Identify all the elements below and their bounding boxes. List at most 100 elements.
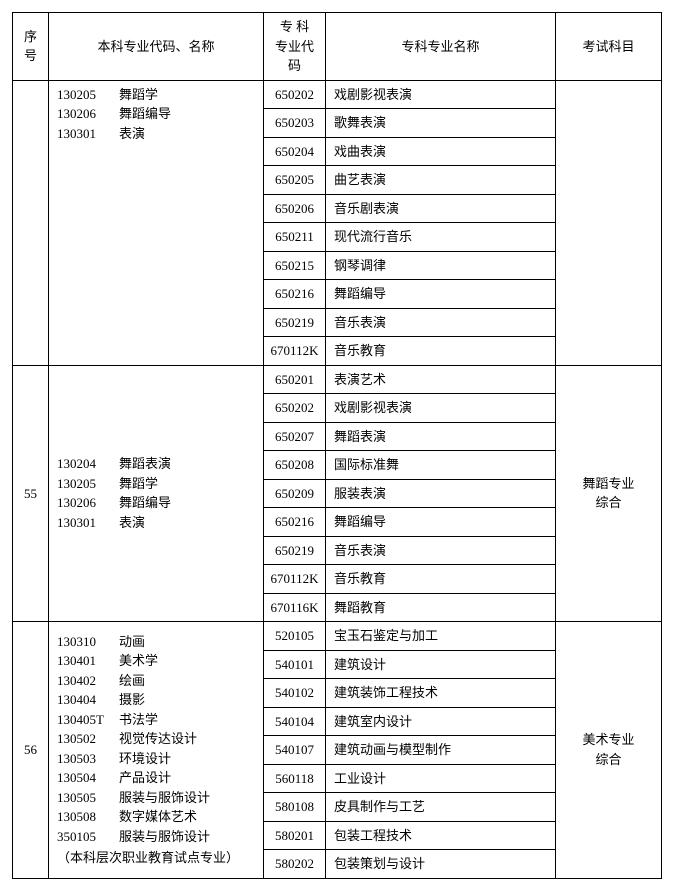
major-name: 舞蹈编导 (119, 495, 171, 510)
spec-code: 650219 (264, 308, 326, 337)
spec-name: 戏曲表演 (326, 137, 556, 166)
major-code: 130310 (57, 632, 119, 652)
spec-code: 540102 (264, 679, 326, 708)
major-code: 130301 (57, 513, 119, 533)
spec-code: 650206 (264, 194, 326, 223)
spec-code: 670112K (264, 337, 326, 366)
seq-cell: 56 (13, 622, 49, 879)
spec-code: 650201 (264, 365, 326, 394)
exam-cell (556, 80, 662, 365)
major-name: 舞蹈表演 (119, 456, 171, 471)
seq-cell: 55 (13, 365, 49, 622)
spec-name: 音乐表演 (326, 308, 556, 337)
spec-name: 建筑装饰工程技术 (326, 679, 556, 708)
major-name: 表演 (119, 515, 145, 530)
spec-code: 540101 (264, 650, 326, 679)
spec-name: 舞蹈编导 (326, 508, 556, 537)
seq-cell (13, 80, 49, 365)
major-name: 视觉传达设计 (119, 731, 197, 746)
exam-cell: 美术专业 综合 (556, 622, 662, 879)
major-name: 书法学 (119, 712, 158, 727)
spec-name: 建筑设计 (326, 650, 556, 679)
spec-code: 580201 (264, 821, 326, 850)
major-note: （本科层次职业教育试点专业） (57, 848, 257, 868)
major-name: 数字媒体艺术 (119, 809, 197, 824)
spec-name: 表演艺术 (326, 365, 556, 394)
table-row: 56130310动画130401美术学130402绘画130404摄影13040… (13, 622, 662, 651)
spec-code: 670116K (264, 593, 326, 622)
spec-name: 舞蹈教育 (326, 593, 556, 622)
spec-name: 建筑动画与模型制作 (326, 736, 556, 765)
spec-name: 包装工程技术 (326, 821, 556, 850)
spec-code: 650215 (264, 251, 326, 280)
major-cell: 130205舞蹈学130206舞蹈编导130301表演 (49, 80, 264, 365)
spec-code: 650203 (264, 109, 326, 138)
spec-code: 540107 (264, 736, 326, 765)
major-name: 绘画 (119, 673, 145, 688)
major-mapping-table: 序号 本科专业代码、名称 专 科 专业代码 专科专业名称 考试科目 130205… (12, 12, 662, 879)
major-name: 服装与服饰设计 (119, 829, 210, 844)
col-seq: 序号 (13, 13, 49, 81)
spec-code: 650211 (264, 223, 326, 252)
major-code: 130502 (57, 729, 119, 749)
major-name: 摄影 (119, 692, 145, 707)
col-spec-code: 专 科 专业代码 (264, 13, 326, 81)
major-code: 350105 (57, 827, 119, 847)
major-name: 服装与服饰设计 (119, 790, 210, 805)
spec-code: 580108 (264, 793, 326, 822)
table-row: 55130204舞蹈表演130205舞蹈学130206舞蹈编导130301表演6… (13, 365, 662, 394)
major-name: 表演 (119, 126, 145, 141)
spec-name: 现代流行音乐 (326, 223, 556, 252)
spec-name: 服装表演 (326, 479, 556, 508)
spec-name: 音乐教育 (326, 337, 556, 366)
spec-name: 皮具制作与工艺 (326, 793, 556, 822)
spec-code: 520105 (264, 622, 326, 651)
spec-name: 曲艺表演 (326, 166, 556, 195)
spec-name: 戏剧影视表演 (326, 394, 556, 423)
col-major: 本科专业代码、名称 (49, 13, 264, 81)
major-name: 舞蹈学 (119, 87, 158, 102)
spec-code: 650202 (264, 394, 326, 423)
col-exam: 考试科目 (556, 13, 662, 81)
major-code: 130301 (57, 124, 119, 144)
spec-code: 650216 (264, 280, 326, 309)
spec-code: 650207 (264, 422, 326, 451)
major-name: 美术学 (119, 653, 158, 668)
major-code: 130405T (57, 710, 119, 730)
spec-code: 650209 (264, 479, 326, 508)
spec-code: 650205 (264, 166, 326, 195)
major-code: 130402 (57, 671, 119, 691)
spec-name: 建筑室内设计 (326, 707, 556, 736)
table-row: 130205舞蹈学130206舞蹈编导130301表演650202戏剧影视表演 (13, 80, 662, 109)
spec-name: 工业设计 (326, 764, 556, 793)
major-name: 产品设计 (119, 770, 171, 785)
spec-name: 音乐表演 (326, 536, 556, 565)
spec-code: 650208 (264, 451, 326, 480)
spec-name: 歌舞表演 (326, 109, 556, 138)
major-code: 130503 (57, 749, 119, 769)
spec-name: 宝玉石鉴定与加工 (326, 622, 556, 651)
table-header-row: 序号 本科专业代码、名称 专 科 专业代码 专科专业名称 考试科目 (13, 13, 662, 81)
major-cell: 130310动画130401美术学130402绘画130404摄影130405T… (49, 622, 264, 879)
major-code: 130206 (57, 104, 119, 124)
exam-cell: 舞蹈专业 综合 (556, 365, 662, 622)
major-name: 舞蹈编导 (119, 106, 171, 121)
major-code: 130508 (57, 807, 119, 827)
spec-code: 650204 (264, 137, 326, 166)
major-code: 130204 (57, 454, 119, 474)
major-code: 130401 (57, 651, 119, 671)
spec-name: 舞蹈表演 (326, 422, 556, 451)
spec-code: 540104 (264, 707, 326, 736)
spec-code: 650202 (264, 80, 326, 109)
major-name: 动画 (119, 634, 145, 649)
major-code: 130205 (57, 85, 119, 105)
major-code: 130206 (57, 493, 119, 513)
spec-code: 650216 (264, 508, 326, 537)
spec-code: 560118 (264, 764, 326, 793)
spec-name: 国际标准舞 (326, 451, 556, 480)
major-cell: 130204舞蹈表演130205舞蹈学130206舞蹈编导130301表演 (49, 365, 264, 622)
col-spec-name: 专科专业名称 (326, 13, 556, 81)
spec-name: 舞蹈编导 (326, 280, 556, 309)
major-code: 130504 (57, 768, 119, 788)
major-name: 环境设计 (119, 751, 171, 766)
